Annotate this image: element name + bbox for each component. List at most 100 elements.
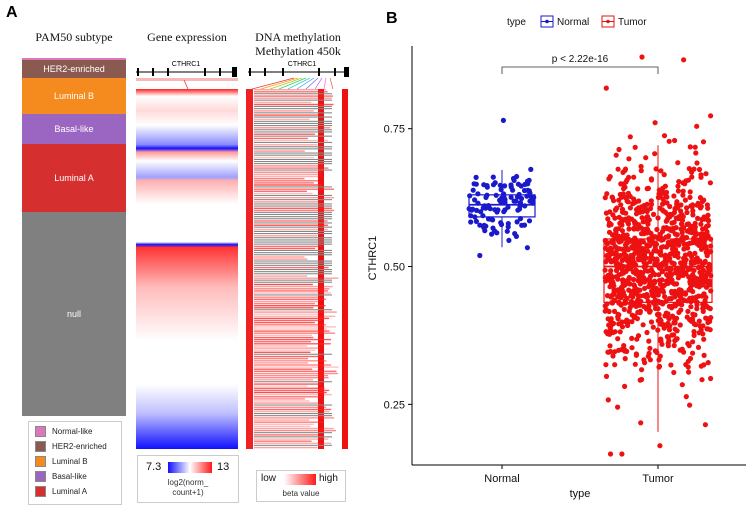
data-point	[662, 209, 669, 215]
data-point	[610, 320, 617, 327]
data-point	[682, 290, 688, 297]
data-point	[700, 323, 706, 329]
methylation-row	[254, 393, 332, 396]
data-point	[674, 315, 680, 321]
methylation-missing-row	[254, 415, 332, 417]
methylation-scale-high: high	[319, 473, 338, 484]
data-point	[492, 228, 498, 234]
p-value-label: p < 2.22e-16	[552, 54, 609, 65]
data-point	[703, 171, 709, 177]
data-point	[705, 316, 711, 322]
data-point	[665, 280, 671, 287]
methylation-missing-row	[254, 116, 332, 118]
methylation-missing-row	[254, 122, 332, 124]
data-point	[474, 207, 480, 213]
data-point	[637, 281, 643, 287]
data-point	[500, 117, 506, 123]
data-point	[687, 279, 693, 285]
data-point	[649, 288, 655, 294]
data-point	[484, 183, 490, 189]
data-point	[502, 183, 508, 189]
methylation-missing-row	[254, 131, 332, 133]
data-point	[687, 144, 693, 150]
data-point	[615, 336, 621, 342]
data-point	[668, 272, 674, 278]
methylation-row	[254, 364, 332, 366]
data-point	[664, 194, 670, 200]
data-point	[621, 246, 627, 252]
data-point	[687, 229, 693, 235]
methylation-row	[254, 362, 309, 364]
data-point	[607, 451, 614, 457]
data-point	[609, 278, 615, 284]
data-point	[612, 349, 618, 355]
data-point	[680, 225, 687, 231]
expression-scale-min: 7.3	[146, 461, 162, 473]
methylation-missing-row	[254, 230, 332, 232]
data-point	[700, 239, 706, 245]
methylation-heatmap	[246, 89, 350, 449]
data-point	[690, 311, 696, 317]
methylation-row	[254, 139, 329, 142]
data-point	[625, 190, 631, 196]
panel-b-letter: B	[386, 10, 398, 27]
methylation-row	[254, 110, 314, 112]
subtype-segment: Luminal B	[22, 78, 126, 114]
methylation-row	[254, 180, 318, 182]
methylation-row	[254, 298, 326, 300]
methylation-row	[254, 95, 333, 97]
methylation-scale-bar	[284, 474, 316, 485]
methylation-row	[254, 429, 337, 432]
data-point	[631, 315, 637, 321]
data-point	[699, 377, 705, 383]
methylation-row	[254, 330, 330, 332]
methylation-row	[254, 173, 322, 176]
methylation-row	[254, 277, 339, 279]
data-point	[611, 308, 618, 314]
methylation-row	[254, 288, 330, 290]
methylation-missing-row	[254, 222, 332, 224]
methylation-row	[254, 406, 326, 408]
data-point	[676, 215, 682, 222]
data-point	[501, 194, 507, 200]
subtype-segment-label: Basal-like	[54, 124, 94, 134]
data-point	[652, 305, 659, 312]
methylation-missing-row	[254, 112, 332, 114]
data-point	[622, 184, 628, 190]
x-axis-label: type	[570, 488, 591, 500]
data-point	[661, 323, 667, 329]
methylation-row	[254, 133, 315, 135]
data-point	[680, 272, 686, 278]
data-point	[635, 186, 641, 192]
y-tick-label: 0.75	[384, 124, 405, 136]
data-point	[492, 207, 498, 213]
data-point	[675, 240, 682, 246]
data-point	[640, 209, 646, 215]
y-tick-label: 0.50	[384, 262, 405, 274]
methylation-row	[254, 89, 327, 91]
methylation-missing-row	[254, 158, 332, 160]
methylation-row	[254, 417, 335, 419]
methylation-row	[254, 366, 339, 368]
data-point	[664, 334, 670, 340]
methylation-row	[254, 336, 314, 339]
data-point	[659, 269, 665, 275]
data-point	[623, 319, 629, 325]
methylation-missing-row	[254, 262, 332, 264]
methylation-row	[254, 275, 308, 277]
methylation-row	[254, 370, 337, 372]
data-point	[519, 222, 525, 228]
data-point	[694, 278, 700, 284]
data-point	[505, 204, 511, 210]
data-point	[624, 232, 630, 238]
data-point	[695, 344, 702, 350]
data-point	[694, 160, 700, 166]
data-point	[607, 325, 613, 332]
methylation-row	[254, 97, 332, 99]
box	[468, 194, 536, 218]
significance-bracket: p < 2.22e-16	[501, 54, 659, 74]
methylation-missing-row	[254, 161, 332, 163]
methylation-missing-row	[254, 294, 332, 296]
data-point	[619, 257, 625, 263]
data-point	[668, 296, 674, 302]
